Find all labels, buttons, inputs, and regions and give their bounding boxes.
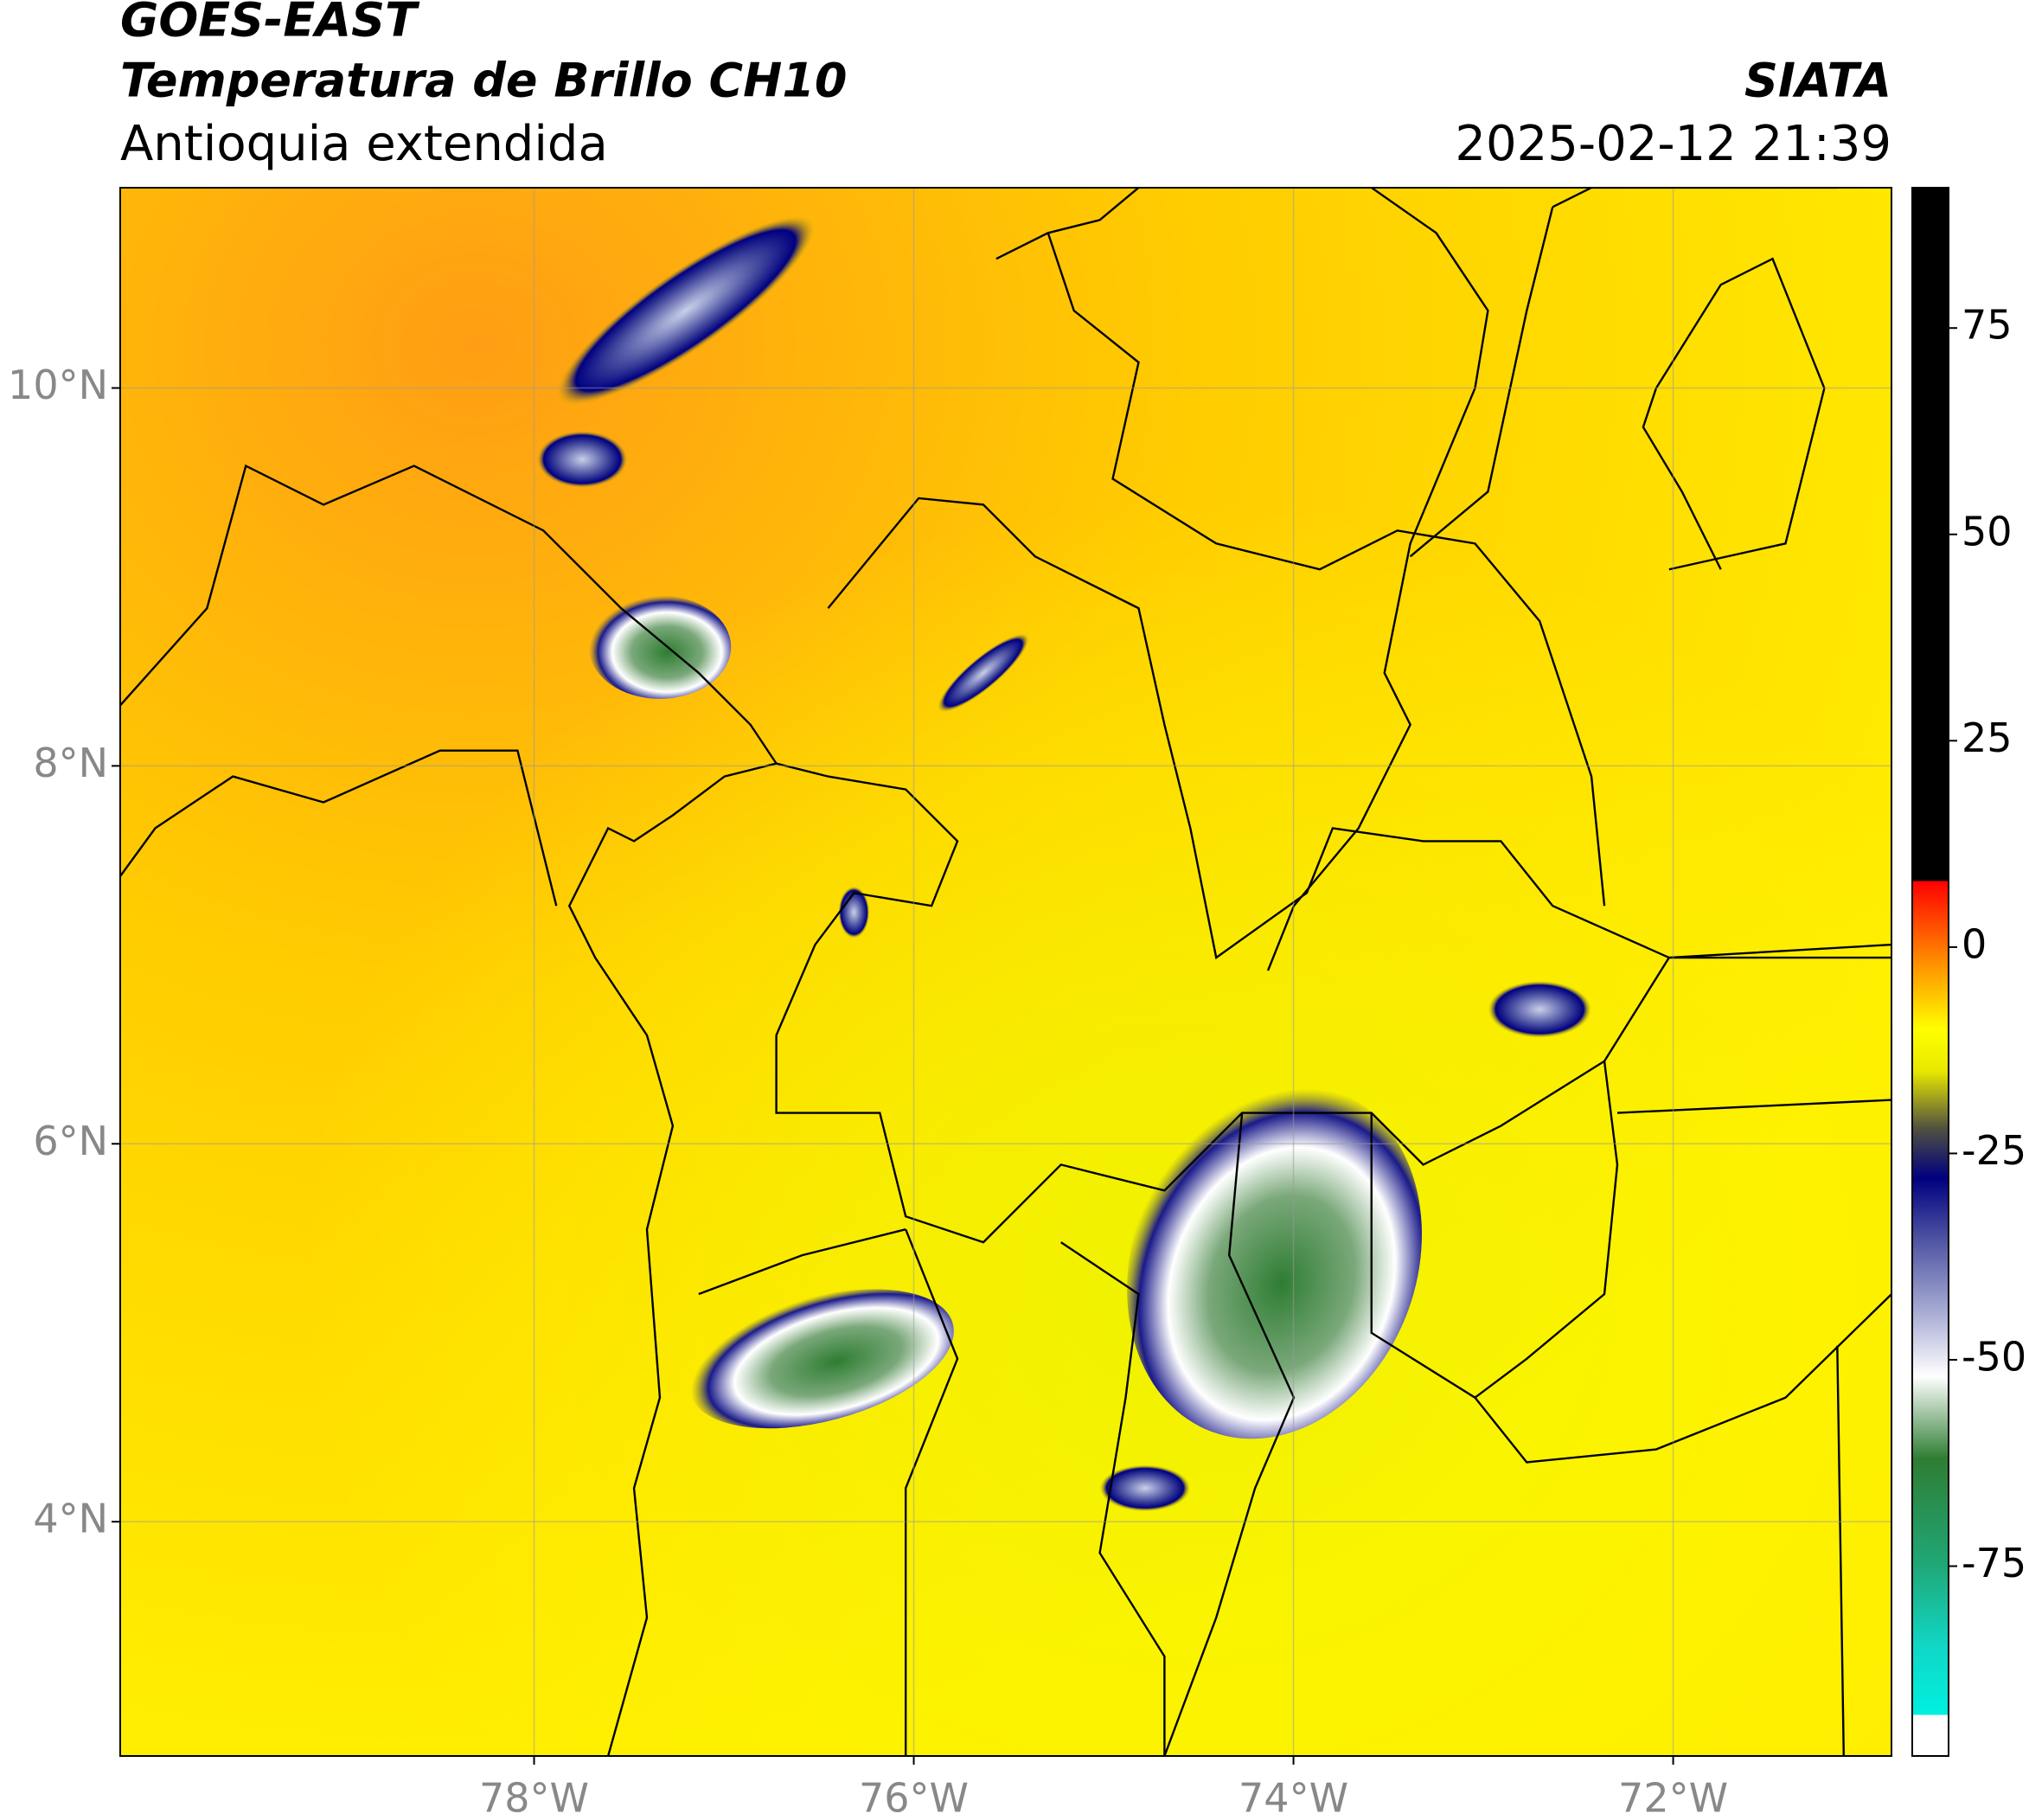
colorbar-tick-label: 75 [1962, 302, 2013, 349]
colorbar-tick-label: 50 [1962, 508, 2013, 554]
colorbar-tick-label: 25 [1962, 715, 2013, 761]
datetime: 2025-02-12 21:39 [1455, 116, 1891, 172]
borders [120, 188, 1891, 1756]
x-tick-label: 72°W [1618, 1775, 1728, 1817]
x-tick-label: 76°W [859, 1775, 969, 1817]
subtitle: Temperatura de Brillo CH10 [120, 54, 848, 108]
source: SIATA [1744, 54, 1891, 108]
map-area [120, 188, 1891, 1756]
title: GOES-EAST [120, 0, 420, 48]
x-tick-label: 78°W [479, 1775, 589, 1817]
y-tick-label: 4°N [33, 1496, 108, 1542]
x-tick-label: 74°W [1239, 1775, 1348, 1817]
colorbar-tick-label: -50 [1962, 1333, 2026, 1380]
colorbar-tick-label: 0 [1962, 920, 1987, 967]
y-tick-label: 8°N [33, 740, 108, 786]
colorbar [1911, 187, 1949, 1757]
plot-frame [119, 187, 1892, 1757]
colorbar-tick-label: -25 [1962, 1127, 2026, 1174]
y-tick-label: 6°N [33, 1118, 108, 1164]
cloud-tops [536, 215, 1592, 1512]
colorbar-tick-label: -75 [1962, 1540, 2026, 1586]
region: Antioquia extendida [120, 116, 608, 172]
y-tick-label: 10°N [8, 362, 108, 408]
